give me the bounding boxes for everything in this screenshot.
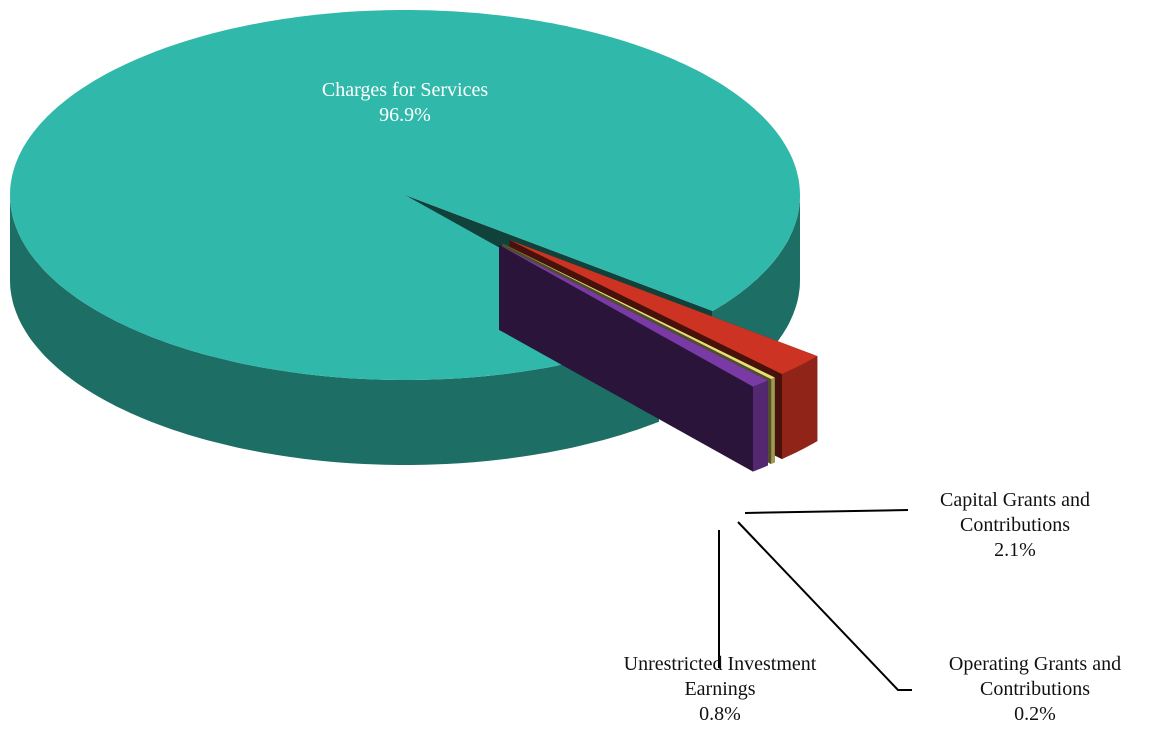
slice-side bbox=[10, 195, 659, 465]
slice-name: Operating Grants and Contributions bbox=[948, 653, 1122, 700]
leader-line bbox=[744, 509, 909, 514]
slice-name: Unrestricted Investment Earnings bbox=[623, 653, 817, 700]
slice-side bbox=[782, 356, 818, 460]
slice-name: Charges for Services bbox=[321, 79, 489, 101]
slice-side bbox=[771, 377, 775, 465]
slice-value: 96.9% bbox=[379, 104, 431, 126]
slice-face bbox=[499, 244, 753, 472]
leader-lines bbox=[718, 509, 912, 691]
slice bbox=[10, 10, 800, 380]
slice-label: Unrestricted Investment Earnings 0.8% bbox=[605, 652, 835, 727]
slice-name: Capital Grants and Contributions bbox=[940, 489, 1090, 536]
slice bbox=[509, 240, 818, 375]
leader-line bbox=[737, 521, 912, 691]
slice-side bbox=[753, 380, 768, 472]
slice-value: 2.1% bbox=[994, 539, 1036, 561]
slice-value: 0.8% bbox=[699, 703, 741, 725]
slice-label: Capital Grants and Contributions 2.1% bbox=[910, 488, 1120, 563]
slice-label: Charges for Services 96.9% bbox=[255, 78, 555, 128]
slice bbox=[502, 243, 775, 380]
slice-label: Operating Grants and Contributions 0.2% bbox=[910, 652, 1160, 727]
slice bbox=[499, 244, 768, 387]
slices bbox=[10, 10, 818, 472]
slice-value: 0.2% bbox=[1014, 703, 1056, 725]
